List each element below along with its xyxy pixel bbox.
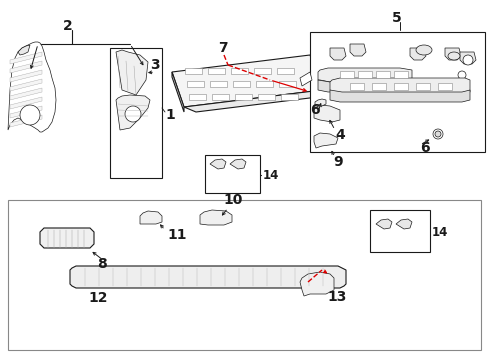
- Text: 11: 11: [167, 228, 186, 242]
- Text: 4: 4: [334, 128, 344, 142]
- Polygon shape: [276, 68, 293, 74]
- Polygon shape: [459, 52, 475, 64]
- Polygon shape: [375, 219, 391, 229]
- Polygon shape: [10, 106, 42, 118]
- Ellipse shape: [415, 45, 431, 55]
- Circle shape: [434, 131, 440, 137]
- Polygon shape: [329, 48, 346, 60]
- Polygon shape: [349, 44, 365, 56]
- Polygon shape: [209, 159, 225, 169]
- Polygon shape: [10, 61, 42, 73]
- Polygon shape: [314, 99, 325, 108]
- Polygon shape: [313, 105, 339, 122]
- Polygon shape: [184, 68, 202, 74]
- Text: 12: 12: [88, 291, 107, 305]
- Polygon shape: [172, 72, 183, 112]
- Polygon shape: [209, 81, 226, 87]
- Polygon shape: [172, 55, 321, 107]
- Polygon shape: [10, 79, 42, 91]
- Text: 6: 6: [419, 141, 429, 155]
- Polygon shape: [200, 210, 231, 225]
- Polygon shape: [207, 68, 224, 74]
- Polygon shape: [232, 81, 249, 87]
- Text: 8: 8: [97, 257, 106, 271]
- Circle shape: [432, 129, 442, 139]
- Text: 2: 2: [63, 19, 73, 33]
- Circle shape: [462, 55, 472, 65]
- Text: 1: 1: [164, 108, 174, 122]
- Bar: [371, 83, 385, 90]
- Polygon shape: [329, 78, 469, 94]
- Polygon shape: [186, 81, 203, 87]
- Circle shape: [125, 106, 141, 122]
- Bar: [8, 200, 480, 350]
- Polygon shape: [40, 228, 94, 248]
- Polygon shape: [299, 72, 311, 86]
- Polygon shape: [140, 211, 162, 224]
- Polygon shape: [444, 48, 460, 60]
- Polygon shape: [229, 159, 245, 169]
- Polygon shape: [313, 133, 337, 148]
- Polygon shape: [183, 90, 333, 112]
- Bar: [110, 48, 162, 178]
- Polygon shape: [70, 266, 346, 288]
- Text: 14: 14: [431, 225, 447, 239]
- Polygon shape: [230, 68, 247, 74]
- Polygon shape: [299, 272, 333, 296]
- Bar: [339, 71, 353, 78]
- Text: 9: 9: [332, 155, 342, 169]
- Bar: [437, 83, 451, 90]
- Polygon shape: [317, 80, 411, 92]
- Bar: [369, 210, 429, 252]
- Bar: [375, 71, 389, 78]
- Circle shape: [20, 105, 40, 125]
- Polygon shape: [395, 219, 411, 229]
- Polygon shape: [18, 45, 30, 55]
- Bar: [393, 71, 407, 78]
- Text: 6: 6: [309, 103, 319, 117]
- Polygon shape: [10, 115, 42, 127]
- Circle shape: [457, 71, 465, 79]
- Bar: [204, 155, 260, 193]
- Polygon shape: [253, 68, 270, 74]
- Polygon shape: [10, 88, 42, 100]
- Polygon shape: [10, 70, 42, 82]
- Text: 3: 3: [150, 58, 159, 72]
- Text: 10: 10: [223, 193, 242, 207]
- Polygon shape: [10, 52, 42, 64]
- Polygon shape: [189, 94, 205, 100]
- Bar: [357, 71, 371, 78]
- Polygon shape: [256, 81, 272, 87]
- Polygon shape: [409, 48, 425, 60]
- Bar: [309, 32, 484, 152]
- Polygon shape: [10, 97, 42, 109]
- Polygon shape: [120, 66, 145, 77]
- Polygon shape: [116, 95, 150, 130]
- Text: 13: 13: [326, 290, 346, 304]
- Bar: [393, 83, 407, 90]
- Polygon shape: [329, 90, 469, 102]
- Polygon shape: [317, 68, 411, 82]
- Text: 14: 14: [263, 168, 279, 181]
- Text: 7: 7: [218, 41, 227, 55]
- Polygon shape: [8, 42, 56, 132]
- Polygon shape: [281, 94, 297, 100]
- Polygon shape: [212, 94, 228, 100]
- Polygon shape: [116, 50, 148, 95]
- Polygon shape: [279, 81, 295, 87]
- Bar: [349, 83, 363, 90]
- Polygon shape: [258, 94, 274, 100]
- Ellipse shape: [447, 52, 459, 60]
- Text: 5: 5: [391, 11, 401, 25]
- Polygon shape: [235, 94, 251, 100]
- Bar: [415, 83, 429, 90]
